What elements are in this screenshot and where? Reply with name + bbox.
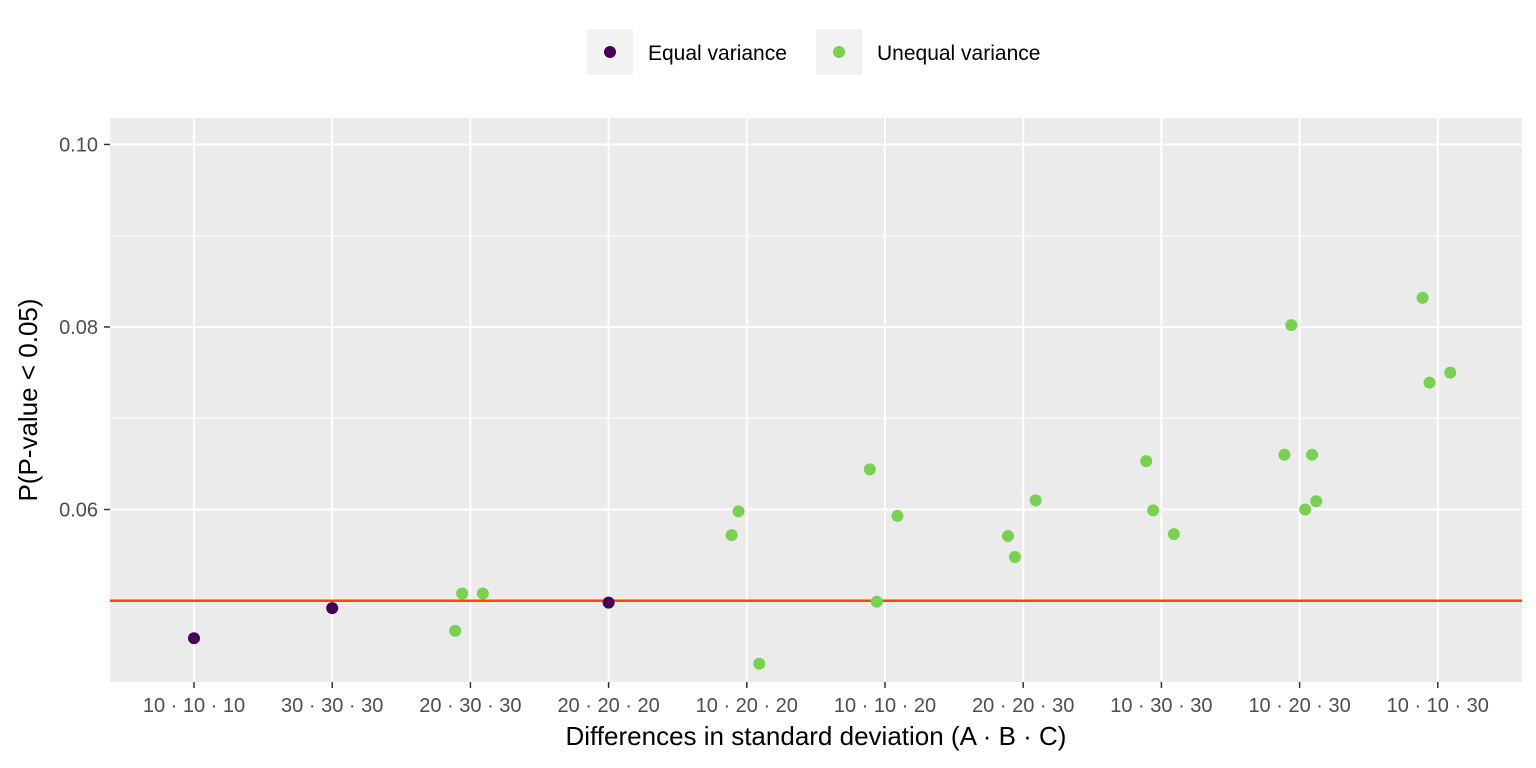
point-unequal-variance-10 — [1029, 494, 1042, 507]
point-unequal-variance-17 — [1285, 319, 1298, 332]
point-equal-variance-2 — [602, 596, 615, 609]
point-unequal-variance-1 — [476, 587, 489, 600]
x-axis-title: Differences in standard deviation (A · B… — [566, 721, 1067, 751]
plot-panel — [110, 118, 1522, 682]
point-unequal-variance-8 — [870, 595, 883, 608]
point-unequal-variance-12 — [1140, 455, 1153, 468]
x-tick-label-10-10-30: 10 · 10 · 30 — [1387, 695, 1489, 717]
x-tick-label-30-30-30: 30 · 30 · 30 — [281, 695, 383, 717]
x-tick-label-10-20-20: 10 · 20 · 20 — [696, 695, 798, 717]
points-layer — [188, 291, 1457, 670]
x-tick-label-10-30-30: 10 · 30 · 30 — [1110, 695, 1212, 717]
y-tick-label-0-10: 0.10 — [59, 134, 98, 156]
point-unequal-variance-0 — [449, 624, 462, 637]
point-unequal-variance-11 — [1008, 550, 1021, 563]
point-unequal-variance-22 — [1423, 376, 1436, 389]
x-tick-label-10-20-30: 10 · 20 · 30 — [1248, 695, 1350, 717]
x-axis: 10 · 10 · 10 30 · 30 · 30 20 · 30 · 30 20 ·… — [143, 682, 1489, 717]
x-tick-label-10-10-10: 10 · 10 · 10 — [143, 695, 245, 717]
y-axis: 0.06 0.08 0.10 — [59, 134, 110, 522]
point-unequal-variance-5 — [732, 505, 745, 518]
point-unequal-variance-14 — [1147, 504, 1160, 517]
point-unequal-variance-2 — [456, 587, 469, 600]
y-tick-label-0-08: 0.08 — [59, 317, 98, 339]
y-tick-label-0-06: 0.06 — [59, 500, 98, 522]
x-tick-label-20-20-30: 20 · 20 · 30 — [972, 695, 1074, 717]
point-unequal-variance-6 — [863, 463, 876, 476]
point-unequal-variance-13 — [1167, 528, 1180, 541]
point-unequal-variance-7 — [891, 509, 904, 522]
point-unequal-variance-19 — [1299, 503, 1312, 516]
point-equal-variance-1 — [326, 602, 339, 615]
point-unequal-variance-20 — [1416, 291, 1429, 304]
legend-dot-unequal-variance — [833, 46, 845, 58]
x-tick-label-20-30-30: 20 · 30 · 30 — [419, 695, 521, 717]
point-unequal-variance-4 — [753, 657, 766, 670]
point-unequal-variance-15 — [1278, 448, 1291, 461]
x-tick-label-20-20-20: 20 · 20 · 20 — [557, 695, 659, 717]
point-unequal-variance-21 — [1444, 366, 1457, 379]
grid-major — [110, 118, 1522, 682]
legend-label-unequal-variance: Unequal variance — [877, 42, 1040, 65]
point-unequal-variance-3 — [725, 529, 738, 542]
legend-label-equal-variance: Equal variance — [648, 42, 787, 65]
point-unequal-variance-18 — [1310, 495, 1323, 508]
legend-dot-equal-variance — [604, 46, 616, 58]
point-equal-variance-0 — [188, 632, 200, 645]
y-axis-title: P(P-value < 0.05) — [13, 298, 43, 501]
legend: Equal variance Unequal variance — [587, 29, 1040, 75]
point-unequal-variance-9 — [1001, 529, 1014, 542]
x-tick-label-10-10-20: 10 · 10 · 20 — [834, 695, 936, 717]
point-unequal-variance-16 — [1306, 448, 1319, 461]
